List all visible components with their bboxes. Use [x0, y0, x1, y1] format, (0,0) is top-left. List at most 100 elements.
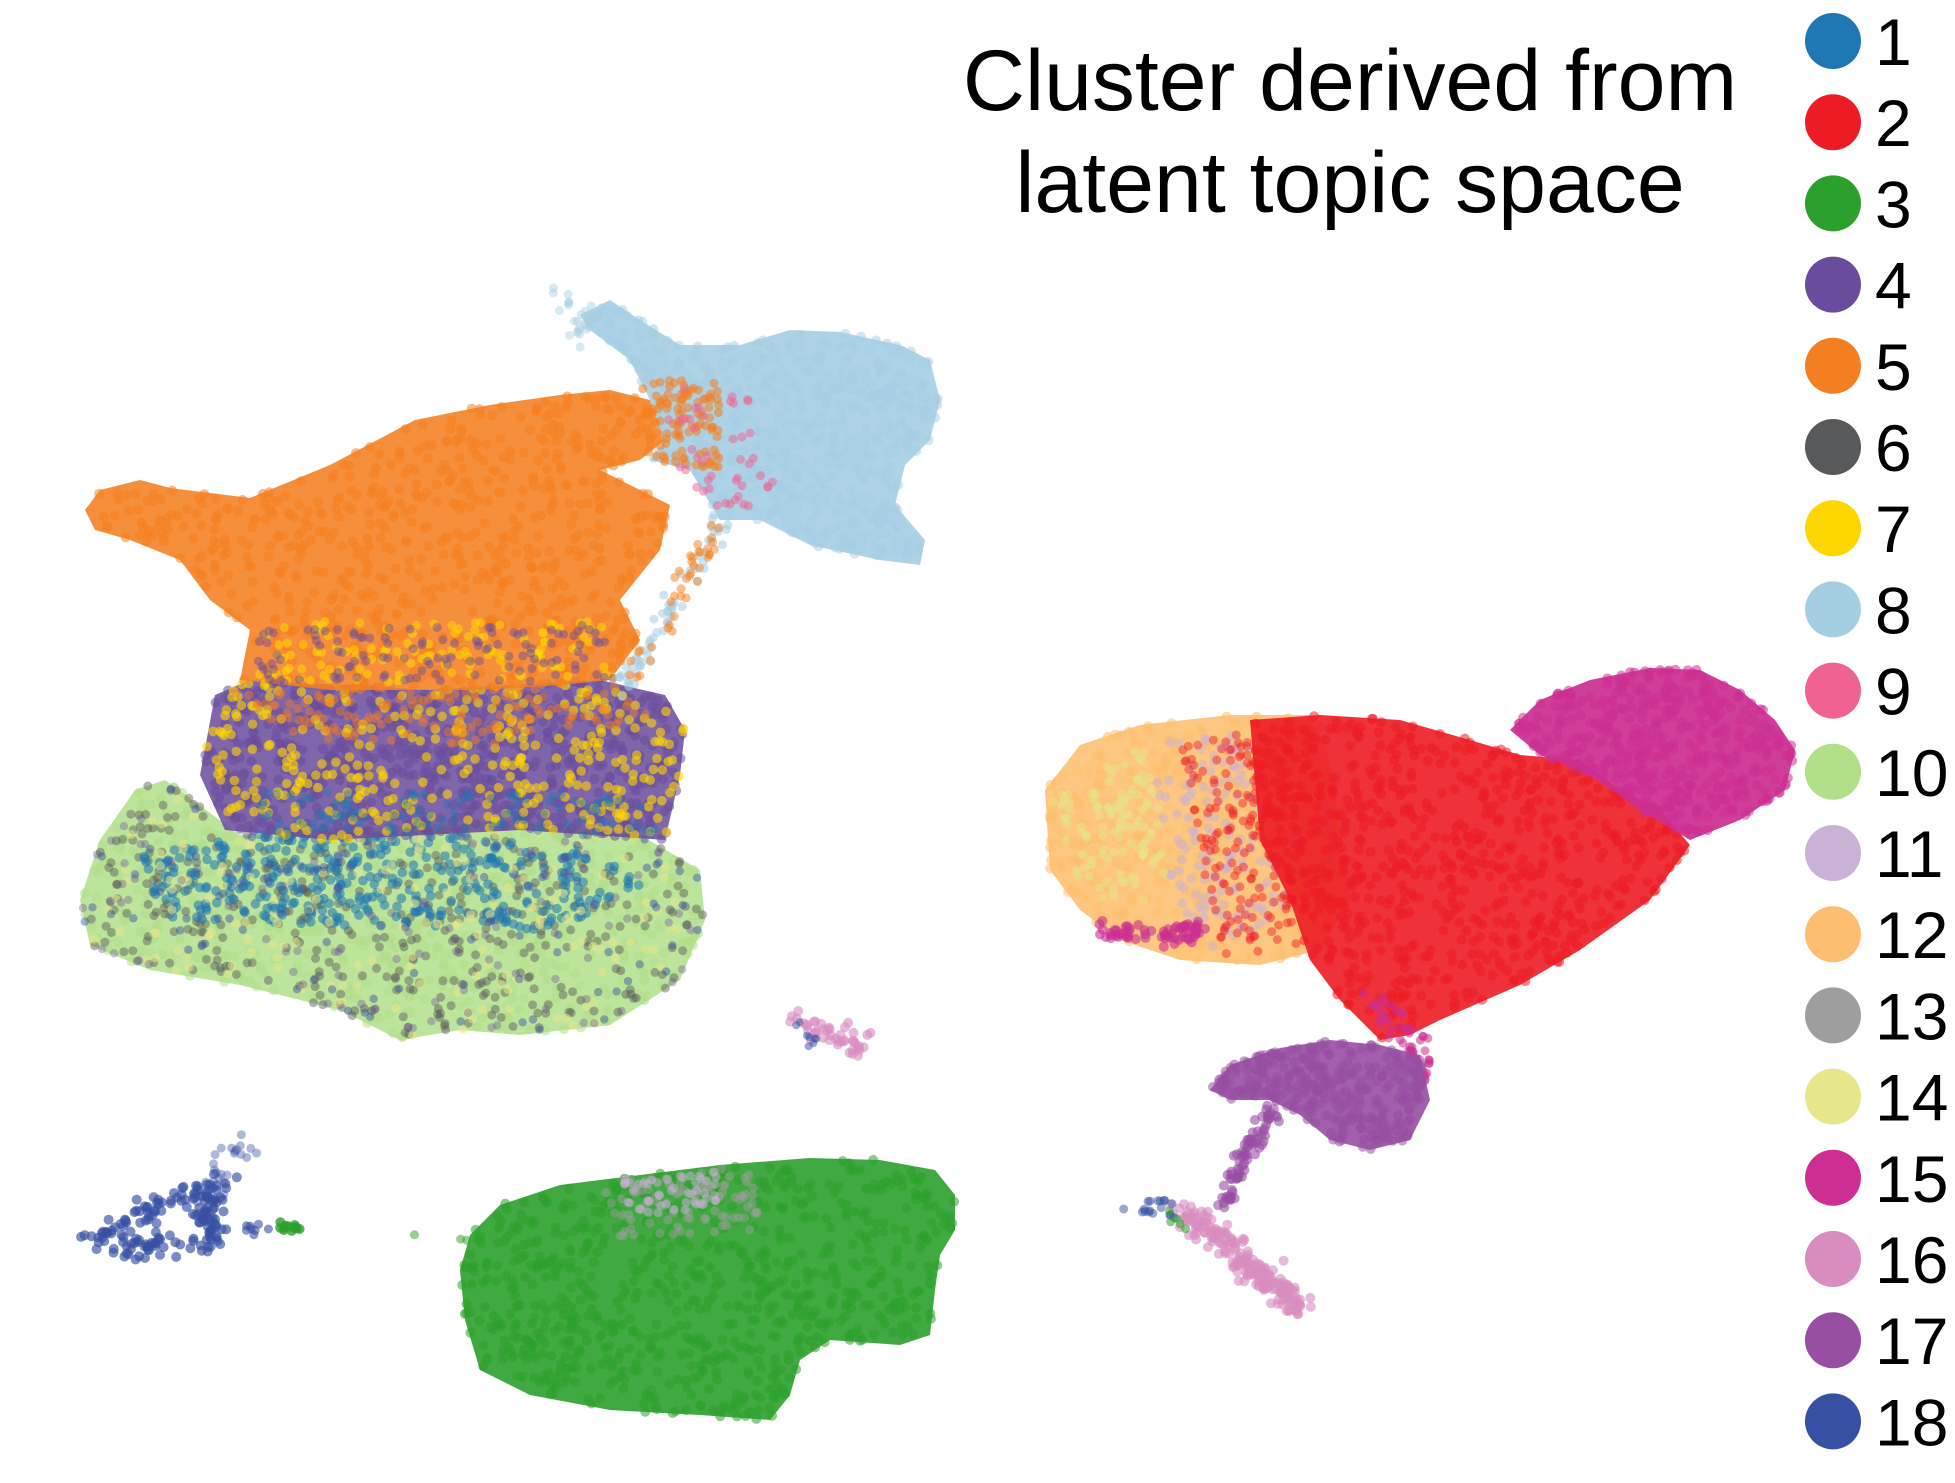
point-cluster-5 — [120, 532, 131, 543]
point-cluster-5 — [594, 504, 605, 515]
point-cluster-4 — [546, 773, 557, 784]
point-cluster-8 — [791, 472, 802, 483]
point-cluster-4 — [492, 1021, 502, 1030]
point-cluster-7 — [632, 750, 642, 760]
point-cluster-8 — [739, 444, 750, 455]
point-cluster-4 — [686, 926, 695, 935]
point-cluster-1 — [399, 811, 409, 821]
point-cluster-4 — [536, 897, 546, 906]
point-cluster-14 — [223, 969, 233, 979]
point-cluster-10 — [659, 947, 670, 958]
point-cluster-6 — [310, 982, 320, 991]
point-cluster-5 — [337, 541, 347, 552]
point-cluster-4 — [575, 640, 585, 650]
point-cluster-14 — [247, 947, 256, 957]
point-cluster-5 — [624, 549, 634, 560]
point-cluster-10 — [439, 950, 450, 961]
point-cluster-5 — [535, 709, 545, 719]
point-cluster-1 — [393, 877, 403, 887]
point-cluster-4 — [539, 658, 549, 668]
point-cluster-7 — [596, 723, 606, 734]
point-cluster-7 — [362, 669, 372, 679]
point-cluster-10 — [197, 921, 207, 932]
point-cluster-5 — [671, 429, 681, 439]
point-cluster-1 — [343, 800, 353, 810]
point-cluster-8 — [791, 518, 802, 529]
point-cluster-14 — [218, 881, 228, 891]
point-cluster-5 — [312, 496, 323, 507]
point-cluster-5 — [448, 470, 459, 480]
point-cluster-14 — [273, 962, 283, 972]
point-cluster-7 — [249, 806, 259, 817]
point-cluster-14 — [367, 956, 377, 966]
point-cluster-5 — [568, 710, 578, 720]
point-cluster-14 — [496, 979, 506, 989]
point-cluster-4 — [400, 675, 410, 685]
point-cluster-10 — [219, 904, 230, 915]
point-cluster-5 — [621, 701, 631, 711]
point-cluster-5 — [356, 589, 367, 600]
point-cluster-6 — [218, 933, 228, 943]
point-cluster-6 — [472, 962, 482, 972]
point-cluster-1 — [424, 810, 434, 820]
point-cluster-14 — [478, 1004, 488, 1014]
point-cluster-6 — [566, 925, 576, 935]
point-cluster-18 — [642, 863, 652, 872]
point-cluster-4 — [510, 870, 520, 880]
point-cluster-10 — [112, 822, 122, 833]
point-cluster-14 — [503, 883, 513, 893]
point-cluster-10 — [494, 945, 505, 956]
point-cluster-7 — [282, 778, 292, 789]
point-cluster-5 — [481, 439, 492, 450]
point-cluster-18 — [309, 975, 319, 985]
point-cluster-10 — [455, 937, 466, 948]
point-cluster-14 — [167, 884, 177, 894]
point-cluster-5 — [405, 714, 414, 724]
point-cluster-6 — [382, 972, 392, 982]
point-cluster-1 — [408, 860, 419, 870]
point-cluster-10 — [251, 981, 262, 992]
point-cluster-5 — [230, 688, 240, 698]
point-cluster-5 — [556, 464, 567, 475]
point-cluster-10 — [649, 956, 660, 967]
point-cluster-5 — [448, 498, 459, 509]
point-cluster-5 — [498, 540, 509, 551]
point-cluster-8 — [852, 499, 863, 510]
point-cluster-1 — [448, 875, 459, 885]
point-cluster-1 — [446, 896, 457, 906]
point-cluster-5 — [432, 496, 443, 507]
point-cluster-5 — [626, 656, 636, 666]
point-cluster-5 — [316, 509, 327, 520]
point-cluster-10 — [356, 973, 366, 984]
point-cluster-4 — [255, 637, 264, 647]
chart-title: Cluster derived from latent topic space — [962, 33, 1738, 231]
point-cluster-5 — [709, 544, 719, 554]
point-cluster-4 — [371, 1004, 380, 1013]
point-cluster-5 — [269, 614, 280, 625]
point-cluster-5 — [621, 627, 632, 638]
point-cluster-10 — [310, 980, 321, 991]
point-cluster-5 — [344, 460, 355, 471]
point-cluster-5 — [94, 488, 105, 499]
points-layer — [76, 283, 1798, 1424]
point-cluster-4 — [470, 670, 480, 680]
point-cluster-14 — [291, 937, 301, 947]
point-cluster-5 — [695, 547, 705, 557]
point-cluster-10 — [145, 799, 156, 810]
point-cluster-6 — [474, 980, 484, 990]
point-cluster-5 — [525, 424, 535, 435]
point-cluster-4 — [546, 638, 556, 648]
point-cluster-7 — [355, 784, 365, 795]
point-cluster-5 — [395, 498, 406, 509]
point-cluster-5 — [566, 436, 577, 447]
point-cluster-4 — [109, 949, 119, 958]
point-cluster-8 — [717, 489, 728, 500]
point-cluster-5 — [399, 705, 409, 715]
point-cluster-14 — [408, 1030, 418, 1040]
point-cluster-18 — [303, 906, 313, 916]
point-cluster-6 — [399, 942, 409, 952]
point-cluster-10 — [424, 975, 434, 986]
point-cluster-7 — [583, 748, 594, 759]
point-cluster-6 — [528, 1000, 538, 1010]
point-cluster-5 — [473, 717, 483, 727]
